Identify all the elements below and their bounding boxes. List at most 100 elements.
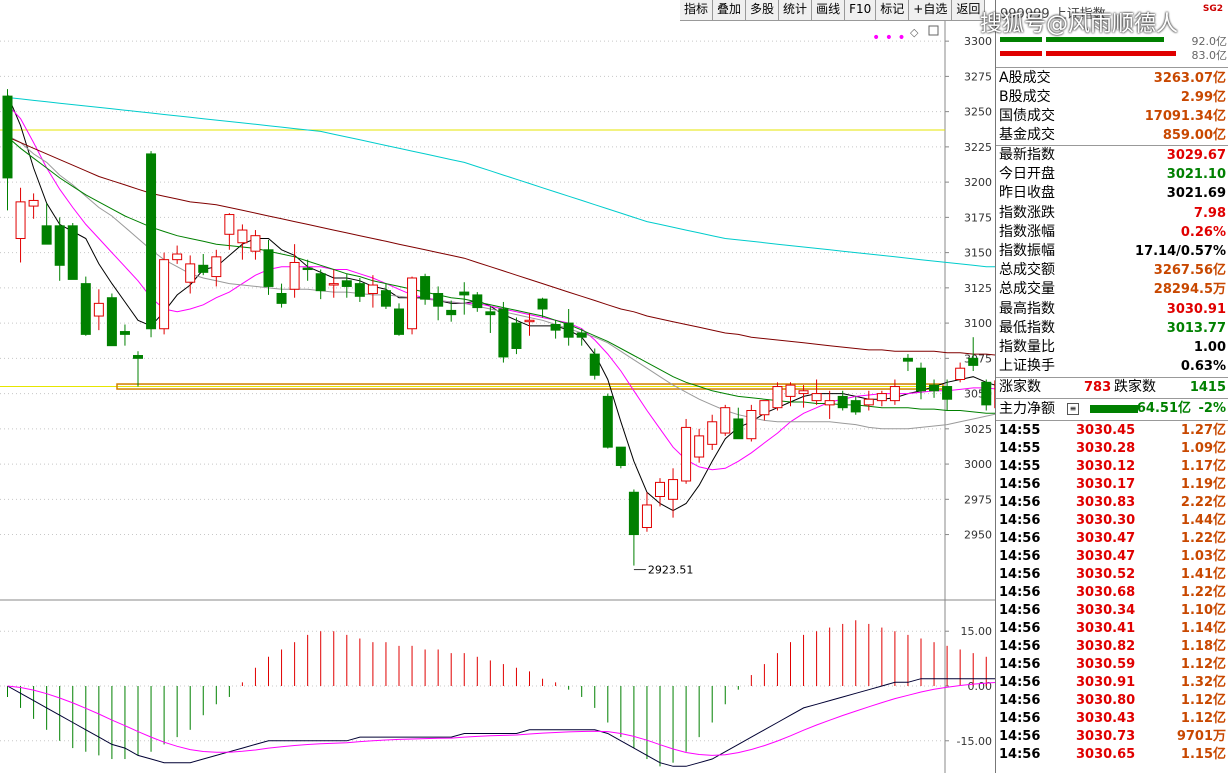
quote-row: 最高指数 3030.91	[996, 300, 1228, 319]
tick-row[interactable]: 14:56 3030.47 1.03亿	[996, 548, 1228, 566]
f10-button[interactable]: F10	[845, 0, 877, 20]
tick-row[interactable]: 14:56 3030.17 1.19亿	[996, 476, 1228, 494]
turnover-label: A股成交	[999, 70, 1051, 86]
candle-body-down	[850, 400, 861, 413]
candle-body-down	[433, 292, 444, 307]
candle-body-up	[15, 201, 26, 240]
tick-row[interactable]: 14:56 3030.34 1.10亿	[996, 602, 1228, 620]
tick-row[interactable]: 14:55 3030.45 1.27亿	[996, 422, 1228, 440]
price-tick-label: 2950	[964, 529, 992, 542]
draw-line-button[interactable]: 画线	[812, 0, 846, 20]
tick-amount: 1.10亿	[1180, 603, 1226, 618]
candle-body-up	[785, 384, 796, 397]
main-flow-bar	[1090, 405, 1138, 413]
candle-body-up	[250, 235, 261, 252]
candle-body-down	[276, 292, 287, 304]
tick-amount: 1.09亿	[1180, 441, 1226, 456]
tick-row[interactable]: 14:56 3030.30 1.44亿	[996, 512, 1228, 530]
overlay-button[interactable]: 叠加	[713, 0, 747, 20]
tick-row[interactable]: 14:56 3030.65 1.15亿	[996, 746, 1228, 764]
ma-line-ma30	[7, 136, 995, 414]
candle-body-down	[485, 311, 496, 316]
kline-chart[interactable]: 2950297530003025305030753100312531503175…	[0, 20, 995, 773]
turnover-row: A股成交 3263.07亿	[996, 69, 1228, 88]
main-flow-pct: -2%	[1198, 401, 1226, 416]
tick-row[interactable]: 14:56 3030.91 1.32亿	[996, 674, 1228, 692]
tick-price: 3030.17	[1076, 477, 1136, 492]
candle-body-up	[328, 283, 339, 286]
divider	[996, 67, 1228, 68]
down-count-label: 跌家数	[1114, 379, 1156, 395]
volume-bar-red	[1000, 51, 1042, 56]
tick-row[interactable]: 14:56 3030.83 2.22亿	[996, 494, 1228, 512]
candle-body-up	[772, 386, 783, 409]
chart-canvas[interactable]: 2950297530003025305030753100312531503175…	[0, 20, 995, 773]
candle-body-down	[394, 308, 404, 335]
candle-body-down	[968, 357, 979, 366]
candle-body-up	[681, 426, 692, 482]
tick-row[interactable]: 14:56 3030.41 1.14亿	[996, 620, 1228, 638]
quote-row: 昨日收盘 3021.69	[996, 184, 1228, 203]
tick-time: 14:56	[999, 657, 1041, 672]
back-button[interactable]: 返回	[952, 0, 986, 20]
down-count: 1415	[1189, 380, 1226, 395]
main-flow-label: 主力净额	[999, 401, 1055, 417]
candle-body-down	[67, 225, 78, 280]
candle-body-up	[955, 367, 966, 380]
macd-dif-line	[7, 678, 995, 767]
tick-time: 14:56	[999, 567, 1041, 582]
tick-time: 14:56	[999, 477, 1041, 492]
tick-row[interactable]: 14:55 3030.28 1.09亿	[996, 440, 1228, 458]
tick-amount: 1.14亿	[1180, 621, 1226, 636]
tick-price: 3030.47	[1076, 549, 1136, 564]
candle-body-up	[93, 302, 104, 317]
quote-row: 最低指数 3013.77	[996, 319, 1228, 338]
candle-body-up	[746, 410, 757, 440]
tick-time: 14:56	[999, 621, 1041, 636]
tick-row[interactable]: 14:56 3030.59 1.12亿	[996, 656, 1228, 674]
quote-row: 上证换手 0.63%	[996, 357, 1228, 376]
turnover-value: 859.00亿	[1162, 128, 1226, 143]
tick-row[interactable]: 14:56 3030.80 1.12亿	[996, 692, 1228, 710]
price-tick-label: 3300	[964, 35, 992, 48]
tick-row[interactable]: 14:56 3030.73 9701万	[996, 728, 1228, 746]
volume-bar-green	[1046, 37, 1164, 42]
list-icon[interactable]: ≡	[1067, 403, 1079, 415]
tick-time: 14:56	[999, 693, 1041, 708]
quote-panel: 999999 上证指数 SG2 92.0亿 83.0亿 A股成交 3263.07亿…	[995, 0, 1228, 773]
tick-row[interactable]: 14:56 3030.47 1.22亿	[996, 530, 1228, 548]
quote-label: 总成交额	[999, 262, 1055, 279]
add-watchlist-button[interactable]: +自选	[909, 0, 953, 20]
main-flow-row: 主力净额 ≡ -64.51亿 -2%	[996, 398, 1228, 420]
tick-time: 14:56	[999, 585, 1041, 600]
turnover-row: B股成交 2.99亿	[996, 88, 1228, 107]
multi-stock-button[interactable]: 多股	[746, 0, 780, 20]
tick-row[interactable]: 14:56 3030.52 1.41亿	[996, 566, 1228, 584]
tick-row[interactable]: 14:56 3030.43 1.12亿	[996, 710, 1228, 728]
tick-price: 3030.91	[1076, 675, 1136, 690]
tick-amount: 1.17亿	[1180, 459, 1226, 474]
candle-body-down	[563, 322, 574, 338]
indicator-button[interactable]: 指标	[680, 0, 714, 20]
candle-body-up	[367, 284, 378, 294]
tick-amount: 1.18亿	[1180, 639, 1226, 654]
tick-row[interactable]: 14:56 3030.82 1.18亿	[996, 638, 1228, 656]
macd-tick-label: 15.00	[961, 625, 993, 638]
candle-body-down	[537, 298, 548, 310]
tick-amount: 9701万	[1176, 729, 1226, 744]
mark-button[interactable]: 标记	[876, 0, 910, 20]
statistics-button[interactable]: 统计	[779, 0, 813, 20]
tick-time: 14:56	[999, 549, 1041, 564]
candle-body-up	[28, 199, 39, 207]
turnover-row: 基金成交 859.00亿	[996, 126, 1228, 145]
candle-body-down	[302, 267, 313, 271]
quote-row: 指数量比 1.00	[996, 338, 1228, 357]
candle-body-down	[615, 446, 626, 466]
sg-badge[interactable]: SG2	[1202, 4, 1223, 14]
price-tick-label: 3250	[964, 106, 992, 119]
tick-row[interactable]: 14:55 3030.12 1.17亿	[996, 458, 1228, 476]
candle-body-up	[159, 259, 170, 330]
quote-value: 3021.10	[1166, 167, 1226, 183]
quote-label: 最新指数	[999, 147, 1055, 163]
tick-row[interactable]: 14:56 3030.68 1.22亿	[996, 584, 1228, 602]
